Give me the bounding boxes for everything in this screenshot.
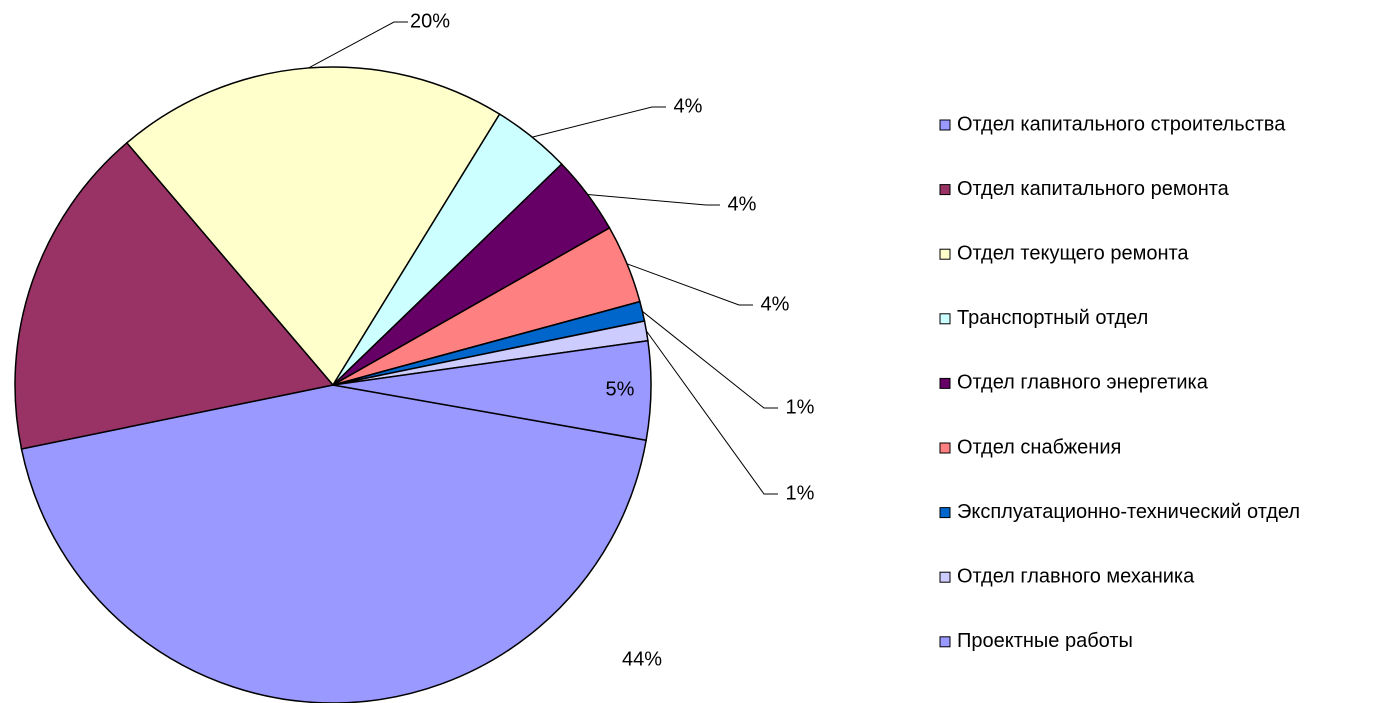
data-label: 44%: [622, 648, 662, 670]
data-label: 20%: [410, 10, 450, 32]
leader-line: [626, 263, 753, 306]
legend-swatch: [939, 313, 951, 325]
legend-label: Отдел главного энергетика: [957, 372, 1209, 394]
legend-label: Отдел главного механика: [957, 565, 1195, 587]
data-label: 4%: [674, 95, 703, 117]
legend-swatch: [939, 248, 951, 260]
data-label: 4%: [728, 193, 757, 215]
data-label: 1%: [786, 396, 815, 418]
legend-label: Отдел текущего ремонта: [957, 242, 1189, 264]
data-label: 5%: [606, 378, 635, 400]
pie-slice: [125, 66, 501, 387]
leader-line: [532, 106, 666, 138]
legend-swatch: [939, 119, 951, 131]
legend-swatch: [939, 636, 951, 648]
legend-swatch: [939, 571, 951, 583]
leader-line: [642, 310, 778, 409]
leader-line: [645, 330, 778, 495]
legend-label: Эксплуатационно-технический отдел: [957, 501, 1300, 523]
pie-slice: [14, 141, 335, 450]
legend-label: Отдел капитального строительства: [957, 113, 1286, 135]
legend-swatch: [939, 442, 951, 454]
pie-slice: [332, 339, 652, 442]
legend-label: Транспортный отдел: [957, 307, 1148, 329]
legend-label: Отдел капитального ремонта: [957, 178, 1230, 200]
legend-label: Отдел снабжения: [957, 436, 1121, 458]
legend-swatch: [939, 184, 951, 196]
pie-slice: [20, 384, 648, 703]
legend-swatch: [939, 377, 951, 389]
data-label: 4%: [761, 293, 790, 315]
legend-swatch: [939, 507, 951, 519]
data-label: 1%: [786, 482, 815, 504]
leader-line: [587, 194, 720, 206]
legend-label: Проектные работы: [957, 630, 1133, 652]
leader-line: [308, 21, 408, 69]
